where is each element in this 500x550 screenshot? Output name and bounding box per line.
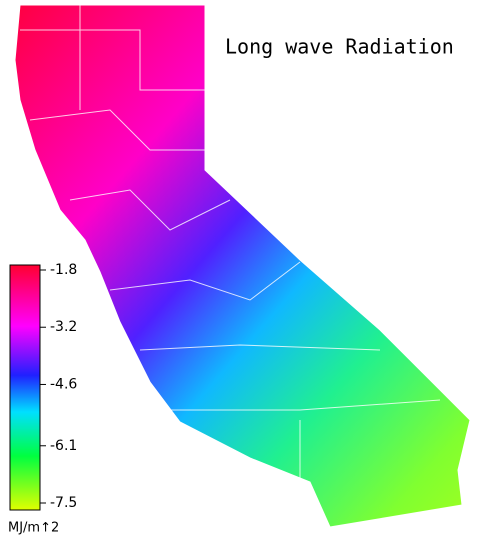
california-map	[14, 4, 471, 528]
colorbar-tick-label: -4.6	[50, 376, 77, 392]
map-title: Long wave Radiation	[225, 35, 454, 59]
colorbar	[9, 264, 41, 511]
colorbar-unit: MJ/m↑2	[8, 521, 59, 536]
county-lines	[20, 5, 441, 520]
colorbar-tick-label: -6.1	[50, 438, 77, 454]
colorbar-tick-label: -1.8	[50, 262, 77, 278]
colorbar-tick-label: -3.2	[50, 319, 77, 335]
colorbar-tick-label: -7.5	[50, 495, 77, 511]
